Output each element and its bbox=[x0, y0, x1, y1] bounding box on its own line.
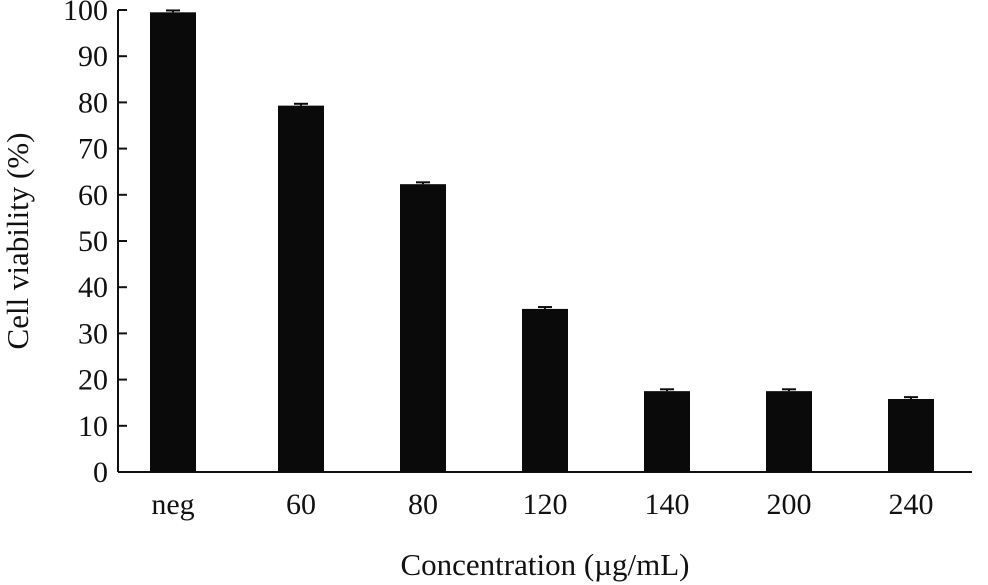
bar-120 bbox=[522, 308, 568, 472]
y-tick-label: 0 bbox=[93, 456, 108, 489]
y-axis: 0 10 20 30 40 50 60 70 80 90 100 bbox=[63, 0, 127, 489]
x-axis-title: Concentration (µg/mL) bbox=[400, 547, 689, 582]
y-tick-label: 100 bbox=[63, 0, 108, 27]
y-tick-label: 20 bbox=[78, 364, 108, 397]
x-tick-label: neg bbox=[151, 488, 194, 521]
x-tick-label: 240 bbox=[889, 488, 934, 521]
y-tick-label: 30 bbox=[78, 317, 108, 350]
y-tick-label: 90 bbox=[78, 40, 108, 73]
bar-200 bbox=[766, 391, 812, 472]
x-tick-label: 60 bbox=[286, 488, 316, 521]
x-tick-label: 80 bbox=[408, 488, 438, 521]
x-axis: neg 60 80 120 140 200 240 bbox=[118, 471, 972, 521]
y-tick-label: 60 bbox=[78, 179, 108, 212]
bar-80 bbox=[400, 184, 446, 472]
y-tick-label: 10 bbox=[78, 410, 108, 443]
y-tick-label: 80 bbox=[78, 86, 108, 119]
y-tick-label: 50 bbox=[78, 225, 108, 258]
x-tick-label: 200 bbox=[767, 488, 812, 521]
bar-neg bbox=[150, 12, 196, 473]
y-axis-title: Cell viability (%) bbox=[0, 133, 35, 350]
x-tick-label: 140 bbox=[645, 488, 690, 521]
bar-240 bbox=[888, 399, 934, 472]
y-tick-label: 40 bbox=[78, 271, 108, 304]
y-tick-label: 70 bbox=[78, 133, 108, 166]
bar-140 bbox=[644, 391, 690, 472]
x-tick-label: 120 bbox=[523, 488, 568, 521]
bar-60 bbox=[278, 105, 324, 472]
bars bbox=[150, 9, 934, 473]
